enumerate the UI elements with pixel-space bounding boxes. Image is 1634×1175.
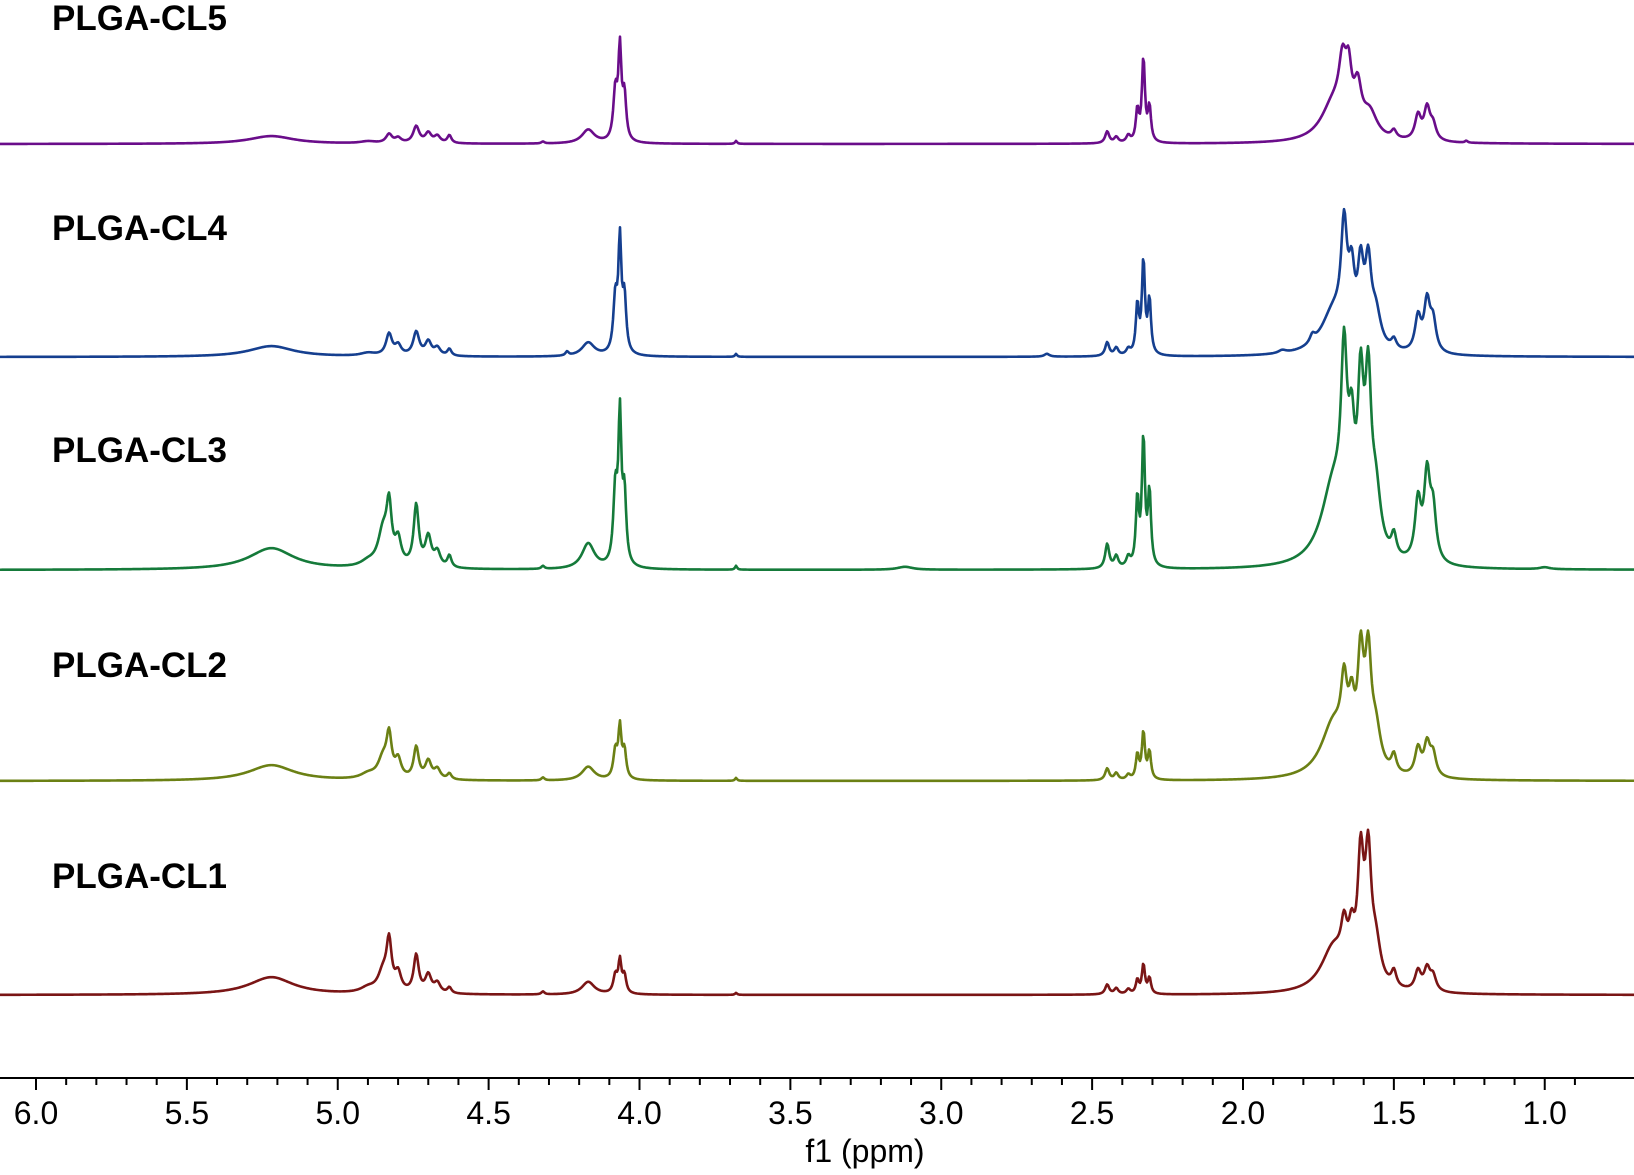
series-labels: PLGA-CL5 PLGA-CL4 PLGA-CL3 PLGA-CL2 PLGA-CL1 [52,0,228,896]
spectrum-plga-cl5 [0,35,1634,146]
x-tick-label: 4.0 [617,1095,661,1131]
x-tick-label: 6.0 [14,1095,58,1131]
x-axis: 6.0 5.5 5.0 4.5 4.0 3.5 3.0 2.5 2.0 1.5 1.0 [0,1077,1634,1131]
spectrum-plga-cl2 [0,629,1634,783]
x-tick-label: 1.5 [1372,1095,1416,1131]
spectrum-plga-cl1 [0,828,1634,997]
x-tick-label: 2.0 [1221,1095,1265,1131]
x-tick-label: 3.0 [919,1095,963,1131]
x-tick-label: 5.0 [316,1095,360,1131]
x-axis-title: f1 (ppm) [805,1133,924,1169]
spectrum-plga-cl4 [0,207,1634,359]
x-tick-label: 2.5 [1070,1095,1114,1131]
series-label-plga-cl5: PLGA-CL5 [52,0,227,38]
series-label-plga-cl3: PLGA-CL3 [52,431,227,470]
spectrum-plga-cl3 [0,325,1634,572]
series-label-plga-cl1: PLGA-CL1 [52,857,227,896]
series-label-plga-cl2: PLGA-CL2 [52,646,227,685]
x-tick-label: 5.5 [165,1095,209,1131]
x-tick-label: 3.5 [768,1095,812,1131]
x-tick-label: 4.5 [466,1095,510,1131]
spectra-layer [0,35,1634,997]
x-tick-label: 1.0 [1522,1095,1566,1131]
series-label-plga-cl4: PLGA-CL4 [52,209,228,248]
